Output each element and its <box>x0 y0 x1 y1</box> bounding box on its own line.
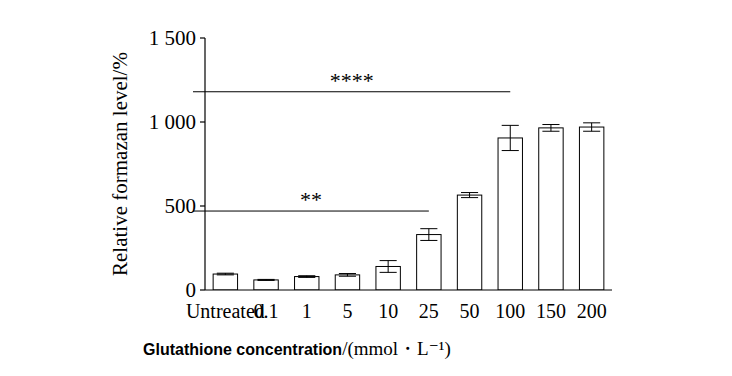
error-cap <box>542 131 559 132</box>
y-tick <box>200 121 205 122</box>
x-tick-label: 5 <box>342 300 352 322</box>
x-tick-label: 200 <box>577 300 607 322</box>
x-tick-label: 150 <box>536 300 566 322</box>
bar <box>254 280 278 290</box>
y-tick-label: 500 <box>165 194 197 218</box>
x-tick-label: 0.1 <box>254 300 279 322</box>
error-bar <box>217 273 234 275</box>
chart-svg: 05001 0001 500Untreated0.115102550100150… <box>0 0 732 376</box>
y-tick <box>200 37 205 38</box>
bar <box>335 275 359 290</box>
error-cap <box>258 279 275 280</box>
error-bar <box>583 123 600 131</box>
x-axis-label: Glutathione concentration/(mmol・L⁻¹) <box>143 338 451 360</box>
x-axis <box>205 289 612 290</box>
y-axis <box>204 38 205 290</box>
error-cap <box>339 276 356 277</box>
bar <box>498 138 522 290</box>
bar <box>295 277 319 290</box>
bar <box>539 128 563 290</box>
error-bar <box>339 274 356 277</box>
x-label-part: /(mmol・L⁻¹) <box>342 338 451 360</box>
error-cap <box>583 122 600 123</box>
x-tick-label: 10 <box>378 300 398 322</box>
x-tick-label: 25 <box>419 300 439 322</box>
error-line <box>591 123 592 131</box>
x-label-part: Glutathione concentration <box>143 341 342 358</box>
error-line <box>510 125 511 150</box>
error-cap <box>461 197 478 198</box>
y-tick-label: 1 000 <box>149 110 196 134</box>
bar <box>417 235 441 290</box>
error-bar <box>298 276 315 278</box>
x-tick-label: 100 <box>495 300 525 322</box>
error-bar <box>461 193 478 198</box>
error-bar <box>380 261 397 273</box>
y-tick <box>200 289 205 290</box>
error-cap <box>258 280 275 281</box>
error-cap <box>380 272 397 273</box>
error-line <box>469 193 470 198</box>
bar <box>579 127 603 290</box>
error-cap <box>502 150 519 151</box>
error-cap <box>217 273 234 274</box>
error-line <box>388 261 389 273</box>
bar <box>457 195 481 290</box>
significance-label: ** <box>300 187 322 212</box>
x-tick-label: 1 <box>302 300 312 322</box>
error-bar <box>542 125 559 132</box>
error-cap <box>217 274 234 275</box>
error-bar <box>258 279 275 280</box>
error-cap <box>420 228 437 229</box>
chart-container: 05001 0001 500Untreated0.115102550100150… <box>0 0 732 376</box>
error-line <box>550 125 551 132</box>
error-cap <box>461 192 478 193</box>
error-cap <box>542 124 559 125</box>
error-cap <box>380 260 397 261</box>
error-cap <box>339 273 356 274</box>
error-cap <box>298 275 315 276</box>
error-cap <box>502 125 519 126</box>
error-bar <box>420 229 437 241</box>
error-cap <box>298 277 315 278</box>
error-cap <box>420 240 437 241</box>
error-cap <box>583 131 600 132</box>
y-tick-label: 0 <box>186 278 197 302</box>
significance-label: **** <box>330 68 374 93</box>
error-line <box>428 229 429 241</box>
bars <box>213 123 604 290</box>
y-tick <box>200 205 205 206</box>
bar <box>213 274 237 290</box>
y-axis-label: Relative formazan level/% <box>108 52 132 276</box>
error-bar <box>502 125 519 150</box>
y-tick-label: 1 500 <box>149 26 196 50</box>
x-tick-label: 50 <box>460 300 480 322</box>
